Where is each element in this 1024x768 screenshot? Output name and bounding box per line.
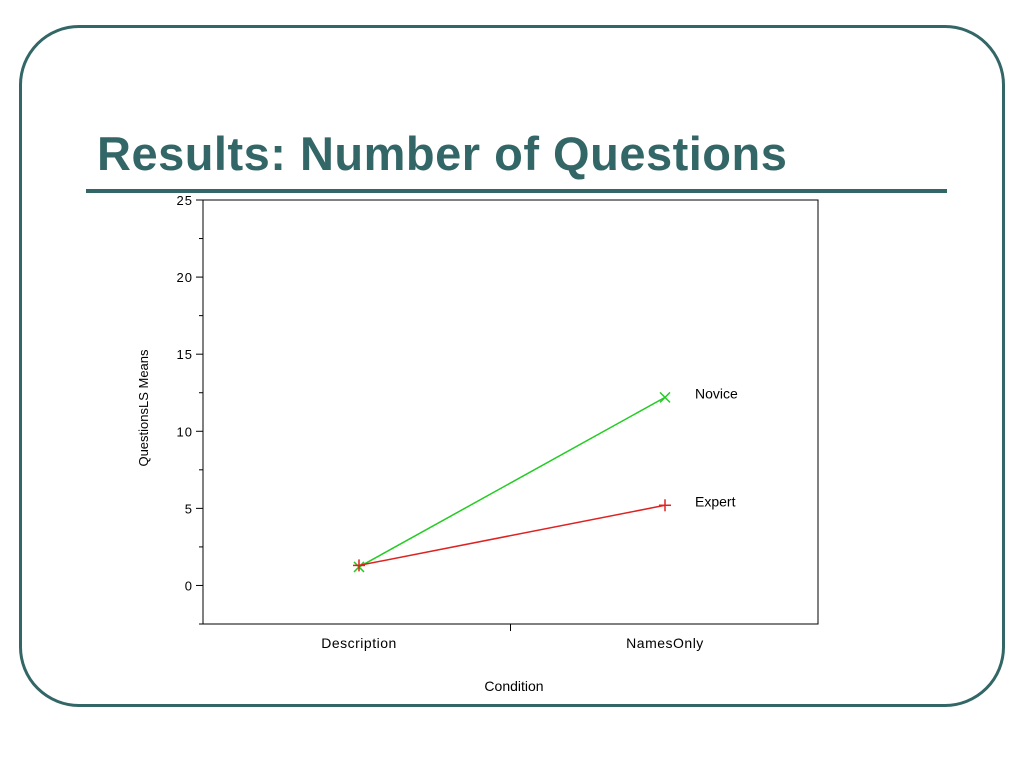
y-axis: 0 5 10 15 20 25 xyxy=(177,193,203,625)
slide-frame xyxy=(19,25,1005,707)
y-axis-label: QuestionsLS Means xyxy=(136,349,151,467)
y-tick-label: 0 xyxy=(185,578,193,593)
marker-stroke xyxy=(659,391,671,403)
series-expert: Expert xyxy=(353,493,736,572)
x-tick-label: NamesOnly xyxy=(626,635,704,651)
x-tick-label: Description xyxy=(321,635,397,651)
series-novice: Novice xyxy=(353,385,738,573)
series-line xyxy=(358,396,666,568)
x-axis-label: Condition xyxy=(484,678,543,694)
y-tick-label: 5 xyxy=(185,501,193,516)
plot-area xyxy=(202,199,819,625)
data-point-x-marker xyxy=(659,391,671,403)
series-layer: Novice Expert xyxy=(353,385,738,573)
data-point-plus-marker xyxy=(659,499,671,512)
title-rule xyxy=(86,189,947,193)
series-end-label: Novice xyxy=(695,385,738,401)
y-tick-label: 25 xyxy=(177,193,193,208)
series-line xyxy=(358,504,666,567)
x-axis: Description NamesOnly xyxy=(321,624,704,651)
slide-title: Results: Number of Questions xyxy=(97,127,788,180)
data-point-plus-marker xyxy=(353,559,365,572)
y-tick-label: 15 xyxy=(177,347,193,362)
series-end-label: Expert xyxy=(695,493,736,509)
y-tick-label: 10 xyxy=(177,424,193,439)
y-tick-label: 20 xyxy=(177,270,193,285)
